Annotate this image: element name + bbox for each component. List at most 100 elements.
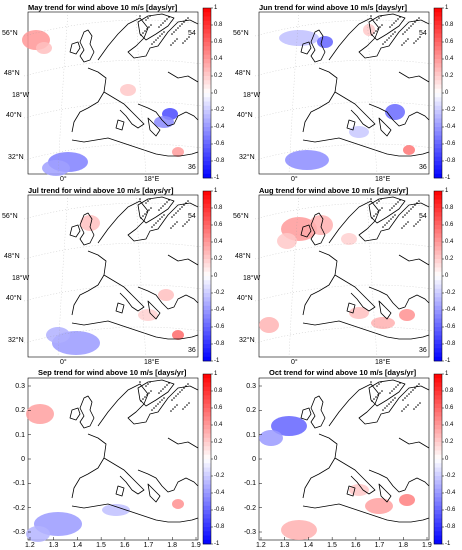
colorbar-segment bbox=[203, 301, 211, 307]
colorbar-segment bbox=[434, 220, 442, 226]
lake-dot bbox=[151, 226, 153, 228]
lake-dot bbox=[403, 408, 405, 410]
lake-dot bbox=[177, 27, 179, 29]
coastline bbox=[368, 286, 430, 310]
colorbar-tick-label: 1 bbox=[214, 371, 218, 377]
lake-dot bbox=[155, 39, 157, 41]
trend-patch bbox=[172, 330, 184, 340]
map-plot bbox=[23, 190, 213, 362]
lat-label: 40°N bbox=[6, 112, 22, 119]
graticule-lat bbox=[254, 143, 434, 161]
trend-patch bbox=[36, 42, 52, 54]
colorbar-segment bbox=[434, 8, 442, 13]
trend-patch bbox=[399, 309, 415, 321]
lake-dot bbox=[173, 397, 175, 399]
colorbar-tick-label: 0.4 bbox=[214, 56, 223, 62]
lake-dot bbox=[406, 395, 408, 397]
lake-dot bbox=[185, 202, 187, 204]
lake-dot bbox=[151, 409, 153, 411]
coastline bbox=[302, 137, 430, 157]
lake-dot bbox=[416, 202, 418, 204]
lake-dot bbox=[170, 410, 172, 412]
coastline bbox=[71, 137, 199, 157]
trend-patch bbox=[285, 150, 329, 170]
x-tick-label: 1.8 bbox=[167, 542, 178, 549]
colorbar-tick-label: 0 bbox=[445, 90, 449, 96]
edge-label: 36 bbox=[188, 347, 196, 354]
coastline bbox=[71, 320, 199, 340]
lake-dot bbox=[173, 214, 175, 216]
colorbar-segment bbox=[434, 233, 442, 239]
lake-dot bbox=[186, 221, 188, 223]
colorbar-tick-label: -0.4 bbox=[214, 124, 225, 130]
lake-dot bbox=[386, 39, 388, 41]
trend-patch bbox=[317, 36, 333, 48]
lake-dot bbox=[155, 222, 157, 224]
lat-label: 56°N bbox=[233, 213, 249, 220]
colorbar-tick-label: -0.6 bbox=[214, 141, 225, 147]
colorbar-segment bbox=[203, 374, 211, 379]
coastline bbox=[103, 91, 145, 129]
lake-dot bbox=[181, 23, 183, 25]
colorbar-tick-label: 0.4 bbox=[445, 56, 454, 62]
colorbar-segment bbox=[434, 259, 442, 264]
colorbar-segment bbox=[203, 46, 211, 51]
colorbar-segment bbox=[434, 378, 442, 383]
coastline bbox=[103, 457, 145, 495]
lake-dot bbox=[377, 28, 379, 30]
colorbar bbox=[433, 7, 444, 179]
trend-patch bbox=[120, 84, 136, 96]
map-area bbox=[258, 377, 430, 541]
x-tick-label: 1.7 bbox=[143, 542, 154, 549]
lat-label: 32°N bbox=[239, 154, 255, 161]
panel-title: Sep trend for wind above 10 m/s [days/yr… bbox=[38, 368, 187, 377]
lake-dot bbox=[415, 223, 417, 225]
colorbar-segment bbox=[203, 480, 211, 485]
colorbar-segment bbox=[434, 216, 442, 222]
colorbar-segment bbox=[203, 63, 211, 68]
lake-dot bbox=[380, 198, 382, 200]
colorbar-segment bbox=[434, 88, 442, 94]
lake-dot bbox=[390, 218, 392, 220]
lake-dot bbox=[139, 381, 141, 383]
lake-dot bbox=[186, 404, 188, 406]
colorbar-segment bbox=[434, 331, 442, 336]
lake-dot bbox=[176, 221, 178, 223]
colorbar-tick-label: 0.6 bbox=[214, 405, 223, 411]
colorbar-segment bbox=[434, 50, 442, 56]
lake-dot bbox=[401, 410, 403, 412]
coastline bbox=[137, 196, 175, 224]
lake-dot bbox=[416, 19, 418, 21]
lake-dot bbox=[410, 208, 412, 210]
map-frame bbox=[258, 194, 430, 358]
lake-dot bbox=[388, 37, 390, 39]
lake-dot bbox=[179, 208, 181, 210]
colorbar-segment bbox=[203, 446, 211, 451]
colorbar-segment bbox=[434, 93, 442, 98]
lake-dot bbox=[417, 404, 419, 406]
lake-dot bbox=[371, 34, 373, 36]
lake-dot bbox=[158, 392, 160, 394]
colorbar-segment bbox=[434, 169, 442, 175]
lake-dot bbox=[412, 206, 414, 208]
lake-dot bbox=[170, 227, 172, 229]
colorbar-segment bbox=[434, 59, 442, 64]
panel-sep: Sep trend for wind above 10 m/s [days/yr… bbox=[0, 366, 231, 550]
colorbar-segment bbox=[203, 93, 211, 98]
colorbar-segment bbox=[434, 484, 442, 490]
coastline bbox=[302, 250, 338, 316]
lake-dot bbox=[157, 220, 159, 222]
lake-dot bbox=[182, 408, 184, 410]
coastline bbox=[302, 503, 430, 523]
coastline bbox=[69, 407, 81, 421]
lake-dot bbox=[166, 201, 168, 203]
lake-dot bbox=[155, 405, 157, 407]
coastline bbox=[71, 433, 107, 499]
lake-dot bbox=[373, 32, 375, 34]
colorbar-segment bbox=[203, 237, 211, 243]
colorbar-segment bbox=[203, 352, 211, 358]
colorbar-segment bbox=[203, 118, 211, 124]
lake-dot bbox=[404, 397, 406, 399]
lake-dot bbox=[185, 19, 187, 21]
colorbar-segment bbox=[434, 412, 442, 417]
